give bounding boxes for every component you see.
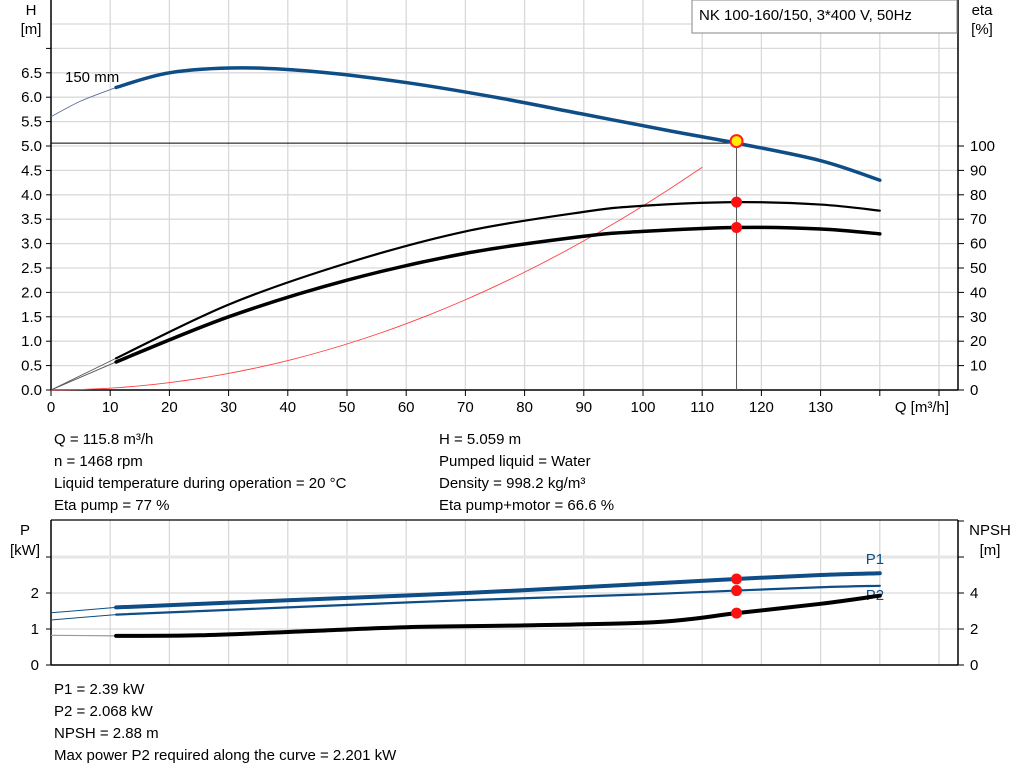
info-bottom: P1 = 2.39 kW P2 = 2.068 kW NPSH = 2.88 m… xyxy=(54,679,396,767)
y-left-tick-label: 1.0 xyxy=(21,333,42,350)
x-axis-label: Q [m³/h] xyxy=(895,399,949,416)
info-p2: P2 = 2.068 kW xyxy=(54,703,153,720)
y-right-tick-label: 100 xyxy=(970,138,995,155)
eta_total-curve-extension xyxy=(50,361,117,391)
p-tick-label: 1 xyxy=(31,621,39,638)
y-left-tick-label: 1.5 xyxy=(21,309,42,326)
x-tick-label: 80 xyxy=(516,399,533,416)
duty-point-marker xyxy=(729,134,744,149)
system-curve xyxy=(50,166,703,391)
x-tick-label: 50 xyxy=(339,399,356,416)
info-head: H = 5.059 m xyxy=(439,431,522,448)
info-max-p2: Max power P2 required along the curve = … xyxy=(54,747,397,764)
eta_total-curve xyxy=(114,225,882,364)
y-left-tick-label: 5.5 xyxy=(21,114,42,131)
x-tick-label: 30 xyxy=(220,399,237,416)
info-eta-total: Eta pump+motor = 66.6 % xyxy=(439,497,615,514)
x-tick-label: 20 xyxy=(161,399,178,416)
y-left-tick-label: 4.0 xyxy=(21,187,42,204)
P2-curve xyxy=(115,584,881,616)
info-top-left: Q = 115.8 m³/h n = 1468 rpm Liquid tempe… xyxy=(54,429,346,517)
npsh-axis-label: NPSH xyxy=(969,522,1011,539)
npsh-tick-label: 4 xyxy=(970,585,978,602)
info-density: Density = 998.2 kg/m³ xyxy=(439,475,586,492)
y-right-tick-label: 30 xyxy=(970,309,987,326)
chart-title: NK 100-160/150, 3*400 V, 50Hz xyxy=(699,7,912,24)
y-left-tick-label: 3.0 xyxy=(21,236,42,253)
y-right-tick-label: 40 xyxy=(970,284,987,301)
npsh-axis-unit: [m] xyxy=(980,542,1001,559)
y-right-tick-label: 80 xyxy=(970,187,987,204)
H-curve-extension xyxy=(50,87,117,118)
info-p1: P1 = 2.39 kW xyxy=(54,681,145,698)
P2-curve-extension xyxy=(50,614,117,621)
p-axis-unit: [kW] xyxy=(10,542,40,559)
p-tick-label: 0 xyxy=(31,657,39,674)
x-tick-label: 130 xyxy=(808,399,833,416)
y-right-label: eta xyxy=(972,2,994,19)
y-right-tick-label: 70 xyxy=(970,211,987,228)
y-left-tick-label: 4.5 xyxy=(21,162,42,179)
x-tick-label: 10 xyxy=(102,399,119,416)
y-left-tick-label: 2.5 xyxy=(21,260,42,277)
eta_pump-curve xyxy=(115,201,881,360)
info-pumped-liquid: Pumped liquid = Water xyxy=(439,453,591,470)
x-tick-label: 100 xyxy=(630,399,655,416)
info-top-right: H = 5.059 m Pumped liquid = Water Densit… xyxy=(439,429,614,517)
info-npsh: NPSH = 2.88 m xyxy=(54,725,159,742)
y-right-tick-label: 60 xyxy=(970,236,987,253)
x-tick-label: 120 xyxy=(749,399,774,416)
y-left-tick-label: 6.0 xyxy=(21,89,42,106)
x-tick-label: 40 xyxy=(279,399,296,416)
p2-duty-marker xyxy=(731,585,743,597)
info-liquid-temp: Liquid temperature during operation = 20… xyxy=(54,475,347,492)
y-right-tick-label: 50 xyxy=(970,260,987,277)
P1-curve-label: P1 xyxy=(866,551,884,568)
p-tick-label: 2 xyxy=(31,585,39,602)
y-left-tick-label: 6.5 xyxy=(21,65,42,82)
y-left-tick-label: 0.5 xyxy=(21,358,42,375)
y-right-tick-label: 10 xyxy=(970,358,987,375)
y-left-tick-label: 2.0 xyxy=(21,284,42,301)
x-tick-label: 70 xyxy=(457,399,474,416)
y-right-unit: [%] xyxy=(971,21,993,38)
y-left-unit: [m] xyxy=(21,21,42,38)
info-eta-pump: Eta pump = 77 % xyxy=(54,497,170,514)
x-tick-label: 90 xyxy=(575,399,592,416)
H-curve xyxy=(114,66,882,182)
x-tick-label: 110 xyxy=(690,399,714,416)
eta_pump-curve-extension xyxy=(50,357,117,391)
eta-pump-duty-marker xyxy=(731,196,743,208)
y-left-label: H xyxy=(26,2,37,19)
P1-curve-extension xyxy=(50,606,117,614)
info-flow: Q = 115.8 m³/h xyxy=(54,431,154,448)
info-speed: n = 1468 rpm xyxy=(54,453,143,470)
y-left-tick-label: 0.0 xyxy=(21,382,42,399)
impeller-label: 150 mm xyxy=(65,69,119,86)
NPSH-curve-extension xyxy=(50,634,117,637)
y-right-tick-label: 0 xyxy=(970,382,978,399)
y-right-tick-label: 20 xyxy=(970,333,987,350)
y-right-tick-label: 90 xyxy=(970,162,987,179)
npsh-tick-label: 2 xyxy=(970,621,978,638)
y-left-tick-label: 3.5 xyxy=(21,211,42,228)
P1-curve xyxy=(114,571,882,610)
x-tick-label: 0 xyxy=(47,399,55,416)
npsh-tick-label: 0 xyxy=(970,657,978,674)
title-box xyxy=(691,0,958,34)
x-tick-label: 60 xyxy=(398,399,415,416)
y-left-tick-label: 5.0 xyxy=(21,138,42,155)
npsh-duty-marker xyxy=(731,607,743,619)
p-axis-label: P xyxy=(20,522,30,539)
NPSH-curve xyxy=(114,593,882,638)
p1-duty-marker xyxy=(731,573,743,585)
eta-total-duty-marker xyxy=(731,221,743,233)
